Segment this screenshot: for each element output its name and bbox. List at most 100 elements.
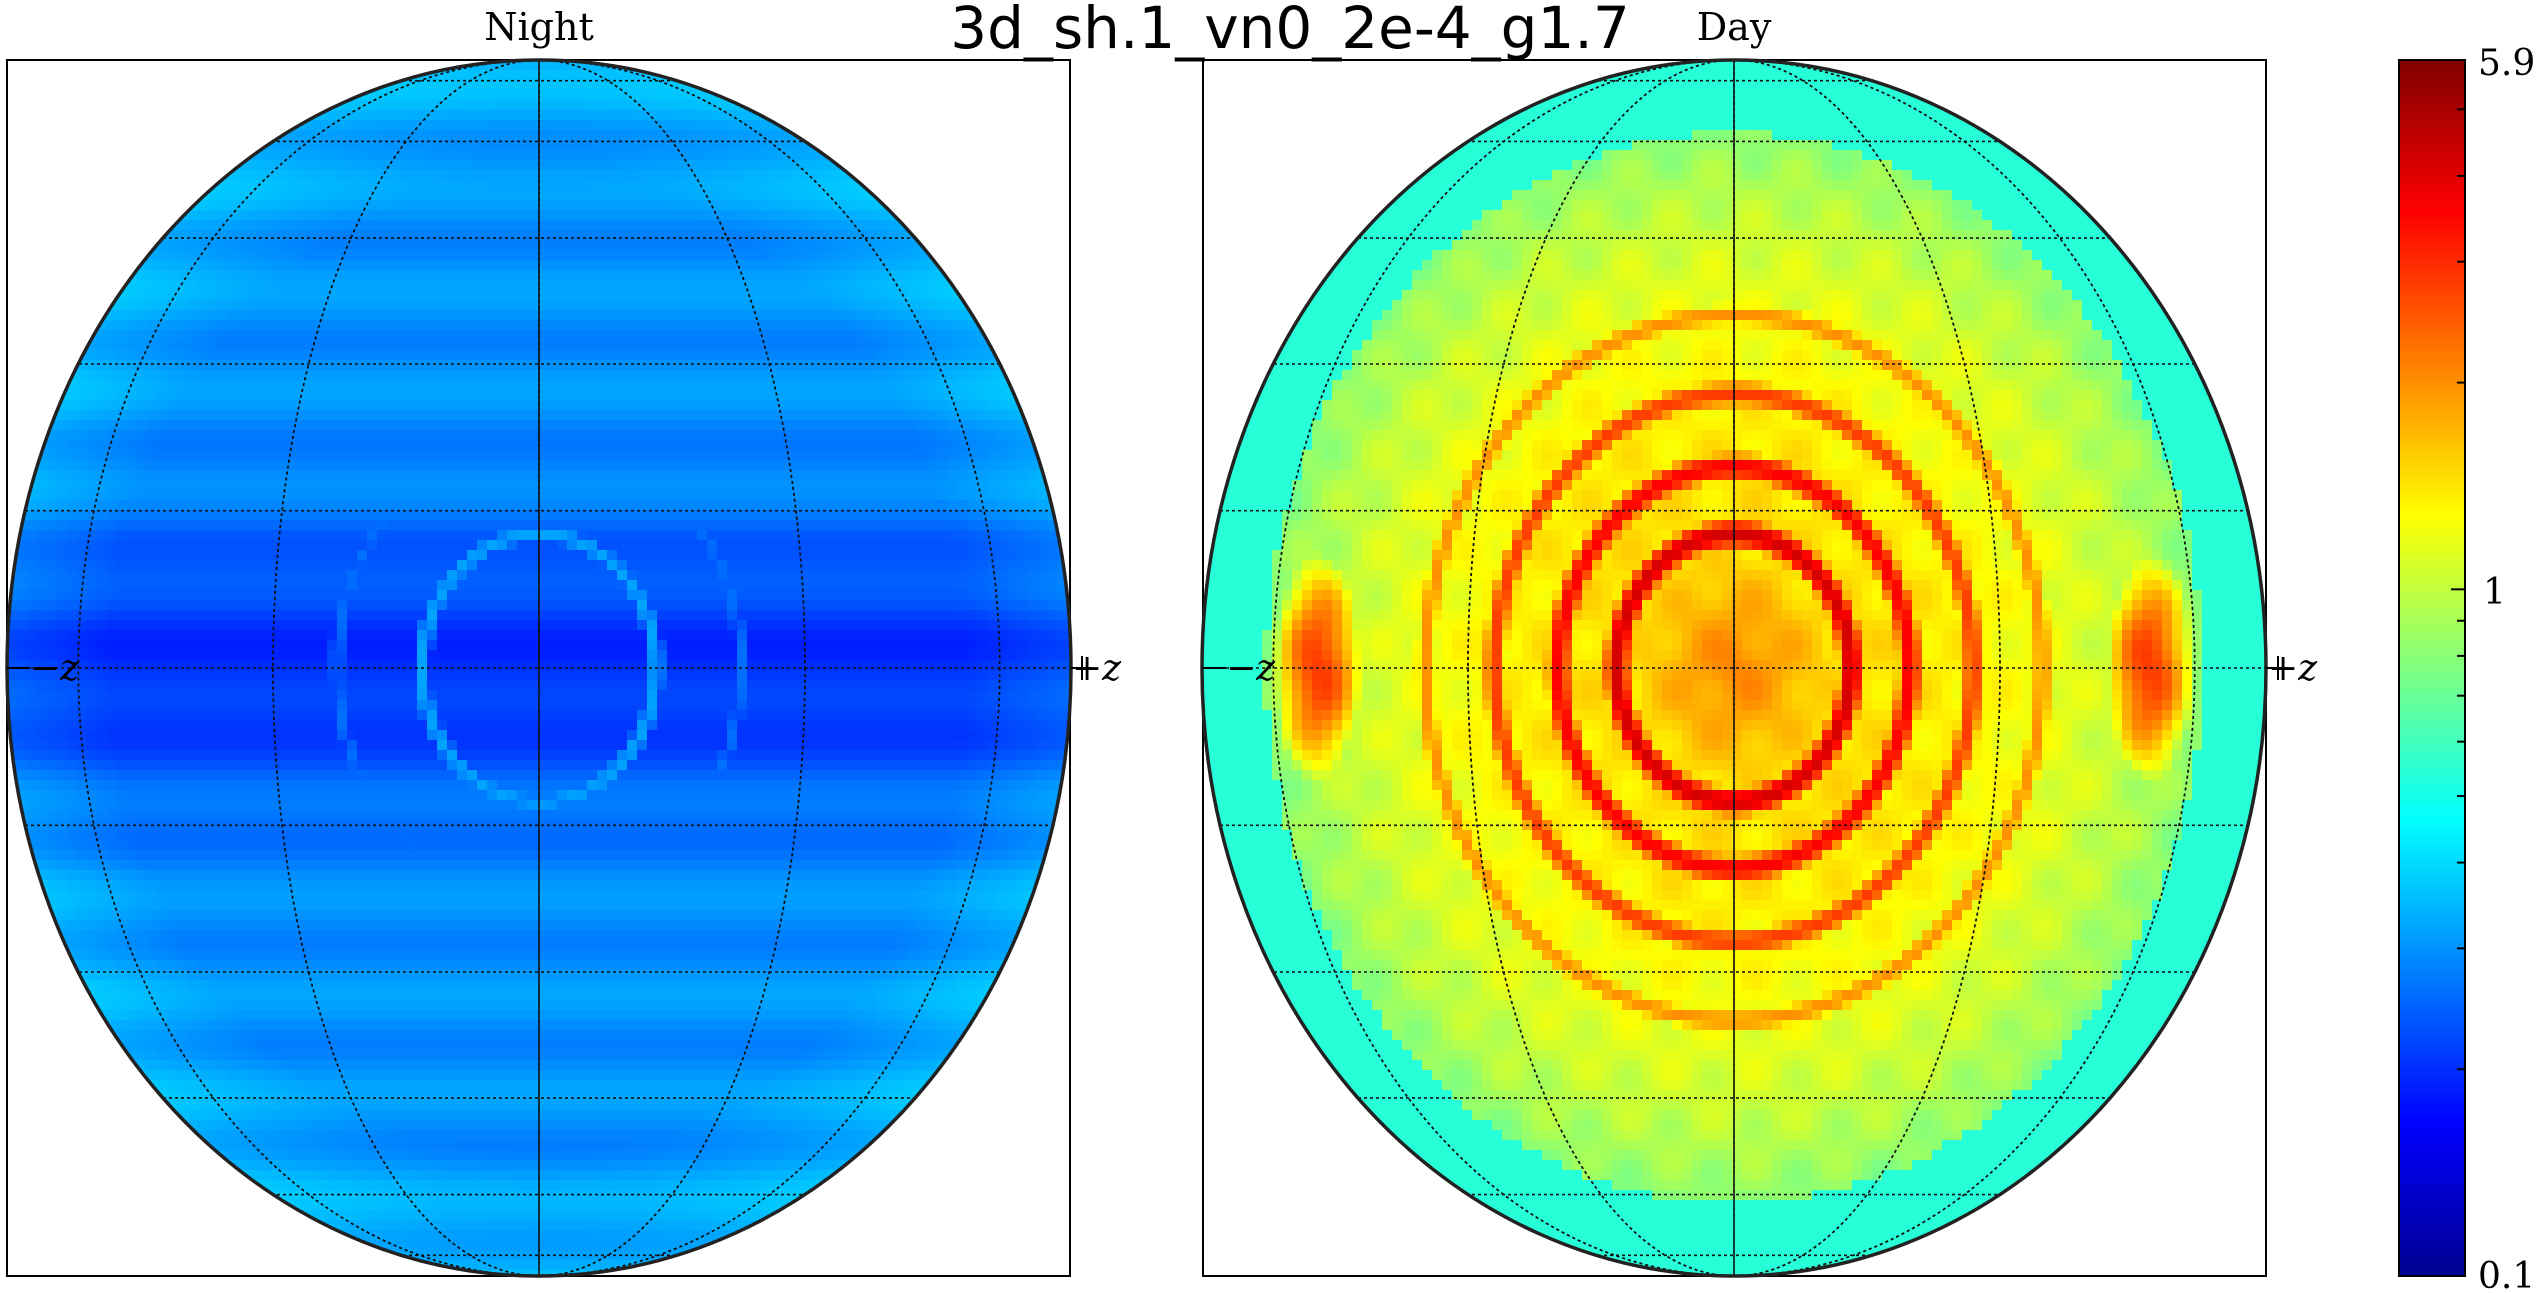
heatmap-cell bbox=[297, 310, 308, 321]
heatmap-cell bbox=[637, 500, 648, 511]
heatmap-cell bbox=[797, 480, 808, 491]
heatmap-cell bbox=[437, 610, 448, 621]
heatmap-cell bbox=[407, 90, 418, 101]
heatmap-cell bbox=[217, 640, 228, 651]
heatmap-cell bbox=[367, 180, 378, 191]
heatmap-cell bbox=[967, 490, 978, 501]
heatmap-cell bbox=[677, 340, 688, 351]
heatmap-cell bbox=[427, 630, 438, 641]
heatmap-cell bbox=[457, 260, 468, 271]
heatmap-cell bbox=[1047, 540, 1058, 551]
heatmap-cell bbox=[467, 510, 478, 521]
heatmap-cell bbox=[507, 280, 518, 291]
heatmap-cell bbox=[697, 240, 708, 251]
heatmap-cell bbox=[827, 350, 838, 361]
heatmap-cell bbox=[477, 390, 488, 401]
heatmap-cell bbox=[957, 420, 968, 431]
heatmap-cell bbox=[377, 570, 388, 581]
heatmap-cell bbox=[337, 330, 348, 341]
heatmap-cell bbox=[277, 450, 288, 461]
heatmap-cell bbox=[857, 450, 868, 461]
heatmap-cell bbox=[517, 290, 528, 301]
heatmap-cell bbox=[157, 350, 168, 361]
heatmap-cell bbox=[887, 240, 898, 251]
heatmap-cell bbox=[157, 580, 168, 591]
heatmap-cell bbox=[1007, 610, 1018, 621]
heatmap-cell bbox=[767, 440, 778, 451]
heatmap-cell bbox=[687, 150, 698, 161]
heatmap-cell bbox=[677, 500, 688, 511]
heatmap-cell bbox=[237, 520, 248, 531]
heatmap-cell bbox=[407, 630, 418, 641]
heatmap-cell bbox=[307, 580, 318, 591]
heatmap-cell bbox=[597, 380, 608, 391]
heatmap-cell bbox=[917, 570, 928, 581]
heatmap-cell bbox=[237, 410, 248, 421]
heatmap-cell bbox=[67, 460, 78, 471]
heatmap-cell bbox=[567, 620, 578, 631]
heatmap-cell bbox=[747, 180, 758, 191]
heatmap-cell bbox=[527, 510, 538, 521]
heatmap-cell bbox=[337, 510, 348, 521]
heatmap-cell bbox=[47, 590, 58, 601]
heatmap-cell bbox=[957, 500, 968, 511]
heatmap-cell bbox=[277, 370, 288, 381]
heatmap-cell bbox=[277, 350, 288, 361]
heatmap-cell bbox=[627, 270, 638, 281]
heatmap-cell bbox=[197, 570, 208, 581]
heatmap-cell bbox=[127, 450, 138, 461]
heatmap-cell bbox=[217, 300, 228, 311]
heatmap-cell bbox=[1007, 640, 1018, 651]
heatmap-cell bbox=[337, 400, 348, 411]
heatmap-cell bbox=[527, 460, 538, 471]
heatmap-cell bbox=[817, 350, 828, 361]
heatmap-cell bbox=[487, 390, 498, 401]
heatmap-cell bbox=[927, 480, 938, 491]
heatmap-cell bbox=[97, 420, 108, 431]
heatmap-cell bbox=[857, 240, 868, 251]
heatmap-cell bbox=[507, 430, 518, 441]
heatmap-cell bbox=[747, 600, 758, 611]
heatmap-cell bbox=[147, 250, 158, 261]
heatmap-cell bbox=[817, 490, 828, 501]
heatmap-cell bbox=[977, 530, 988, 541]
heatmap-cell bbox=[267, 520, 278, 531]
heatmap-cell bbox=[547, 300, 558, 311]
heatmap-cell bbox=[627, 260, 638, 271]
heatmap-cell bbox=[917, 480, 928, 491]
heatmap-cell bbox=[817, 580, 828, 591]
heatmap-cell bbox=[627, 410, 638, 421]
heatmap-cell bbox=[647, 260, 658, 271]
heatmap-cell bbox=[557, 310, 568, 321]
heatmap-cell bbox=[387, 620, 398, 631]
heatmap-cell bbox=[837, 280, 848, 291]
heatmap-cell bbox=[767, 500, 778, 511]
heatmap-cell bbox=[777, 580, 788, 591]
heatmap-cell bbox=[957, 390, 968, 401]
heatmap-cell bbox=[407, 190, 418, 201]
heatmap-cell bbox=[627, 400, 638, 411]
heatmap-cell bbox=[417, 340, 428, 351]
heatmap-cell bbox=[427, 390, 438, 401]
heatmap-cell bbox=[827, 540, 838, 551]
heatmap-cell bbox=[467, 200, 478, 211]
heatmap-cell bbox=[347, 440, 358, 451]
heatmap-cell bbox=[267, 450, 278, 461]
heatmap-cell bbox=[767, 450, 778, 461]
heatmap-cell bbox=[127, 340, 138, 351]
heatmap-cell bbox=[717, 450, 728, 461]
heatmap-cell bbox=[557, 260, 568, 271]
heatmap-cell bbox=[447, 220, 458, 231]
heatmap-cell bbox=[627, 600, 638, 611]
heatmap-cell bbox=[267, 190, 278, 201]
heatmap-cell bbox=[577, 590, 588, 601]
heatmap-cell bbox=[267, 360, 278, 371]
heatmap-cell bbox=[357, 310, 368, 321]
heatmap-cell bbox=[187, 490, 198, 501]
heatmap-cell bbox=[167, 360, 178, 371]
heatmap-cell bbox=[947, 370, 958, 381]
heatmap-cell bbox=[297, 550, 308, 561]
heatmap-cell bbox=[887, 520, 898, 531]
heatmap-cell bbox=[397, 140, 408, 151]
heatmap-cell bbox=[157, 530, 168, 541]
